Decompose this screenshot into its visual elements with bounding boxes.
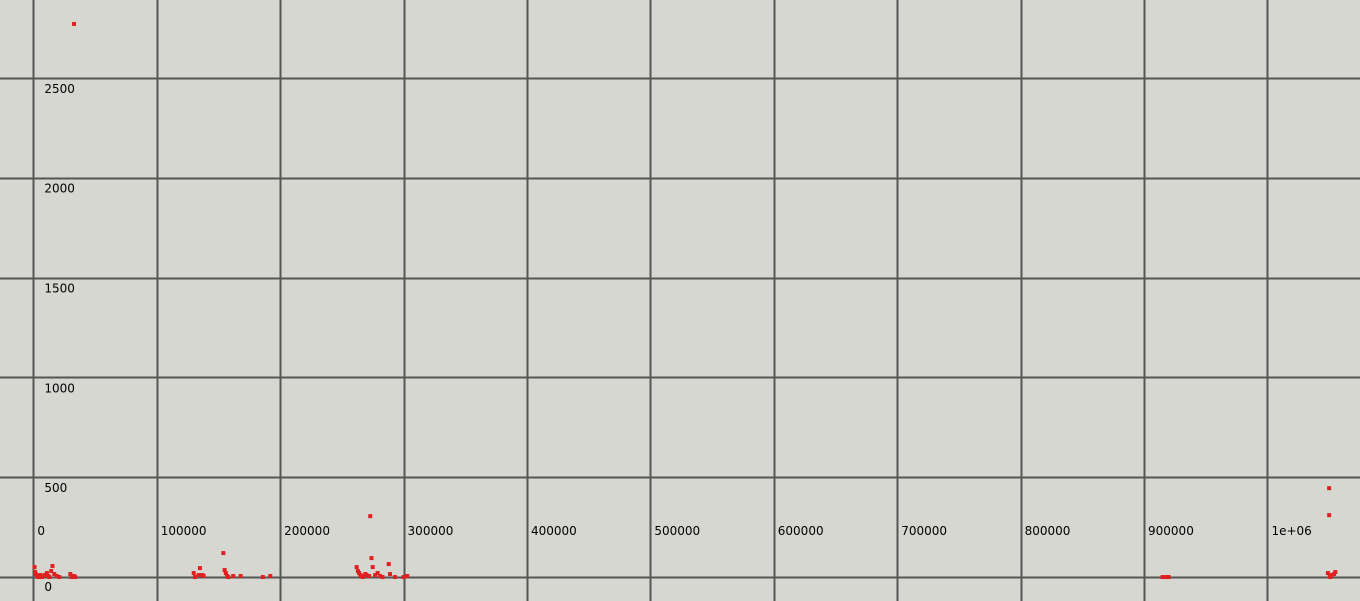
x-tick-label-2: 200000 bbox=[284, 524, 330, 538]
data-point-23 bbox=[196, 573, 201, 578]
y-tick-label-1: 500 bbox=[44, 481, 67, 495]
data-point-9 bbox=[44, 571, 49, 576]
data-point-8 bbox=[42, 573, 47, 578]
data-point-56 bbox=[405, 574, 410, 579]
data-point-0 bbox=[72, 21, 77, 26]
data-point-35 bbox=[268, 574, 273, 579]
data-point-1 bbox=[32, 565, 37, 570]
data-point-57 bbox=[1160, 575, 1165, 580]
data-point-21 bbox=[191, 571, 196, 576]
data-point-53 bbox=[387, 572, 392, 577]
data-point-18 bbox=[69, 575, 74, 580]
data-point-12 bbox=[49, 569, 54, 574]
x-tick-label-10: 1e+06 bbox=[1271, 524, 1311, 538]
data-point-58 bbox=[1164, 575, 1169, 580]
x-tick-label-1: 100000 bbox=[161, 524, 207, 538]
data-point-51 bbox=[380, 575, 385, 580]
data-point-20 bbox=[73, 575, 78, 580]
data-point-14 bbox=[52, 572, 57, 577]
y-tick-label-2: 1000 bbox=[44, 381, 75, 395]
data-point-11 bbox=[47, 575, 52, 580]
data-point-59 bbox=[1166, 575, 1171, 580]
data-point-7 bbox=[39, 575, 44, 580]
data-point-50 bbox=[378, 574, 383, 579]
data-point-41 bbox=[360, 575, 365, 580]
data-point-54 bbox=[392, 575, 397, 580]
data-point-24 bbox=[197, 566, 202, 571]
data-point-29 bbox=[223, 571, 228, 576]
data-point-27 bbox=[221, 551, 226, 556]
data-point-33 bbox=[238, 574, 243, 579]
y-tick-label-5: 2500 bbox=[44, 82, 75, 96]
x-tick-label-4: 400000 bbox=[531, 524, 577, 538]
x-tick-label-9: 900000 bbox=[1148, 524, 1194, 538]
x-tick-label-3: 300000 bbox=[408, 524, 454, 538]
x-tick-label-5: 500000 bbox=[654, 524, 700, 538]
x-tick-label-0: 0 bbox=[37, 524, 45, 538]
data-point-52 bbox=[386, 562, 391, 567]
data-point-31 bbox=[226, 575, 231, 580]
data-point-22 bbox=[192, 575, 197, 580]
data-point-28 bbox=[222, 568, 227, 573]
x-tick-label-6: 600000 bbox=[778, 524, 824, 538]
data-point-16 bbox=[57, 575, 62, 580]
data-point-48 bbox=[373, 573, 378, 578]
data-point-47 bbox=[370, 565, 375, 570]
x-tick-label-7: 700000 bbox=[901, 524, 947, 538]
y-tick-labels: 0 500 1000 1500 2000 2500 bbox=[44, 82, 75, 594]
y-tick-label-3: 1500 bbox=[44, 282, 75, 296]
x-tick-label-8: 800000 bbox=[1025, 524, 1071, 538]
data-point-36 bbox=[354, 565, 359, 570]
data-point-46 bbox=[369, 556, 374, 561]
data-point-17 bbox=[68, 572, 73, 577]
data-point-34 bbox=[260, 575, 265, 580]
data-point-60 bbox=[1327, 486, 1332, 491]
x-tick-labels: 0 100000 200000 300000 400000 500000 600000 700… bbox=[37, 524, 1311, 538]
data-point-62 bbox=[1325, 571, 1330, 576]
data-point-65 bbox=[1329, 573, 1334, 578]
data-point-44 bbox=[367, 574, 372, 579]
y-tick-label-4: 2000 bbox=[44, 182, 75, 196]
data-point-55 bbox=[401, 575, 406, 580]
data-point-43 bbox=[364, 573, 369, 578]
data-point-32 bbox=[231, 574, 236, 579]
y-tick-label-0: 0 bbox=[44, 580, 52, 594]
data-points bbox=[32, 21, 1338, 580]
data-point-26 bbox=[201, 574, 206, 579]
data-point-49 bbox=[375, 571, 380, 576]
data-point-45 bbox=[368, 514, 373, 519]
data-point-15 bbox=[54, 574, 59, 579]
data-point-67 bbox=[1333, 570, 1338, 575]
data-point-61 bbox=[1327, 513, 1332, 518]
data-point-13 bbox=[50, 564, 55, 569]
